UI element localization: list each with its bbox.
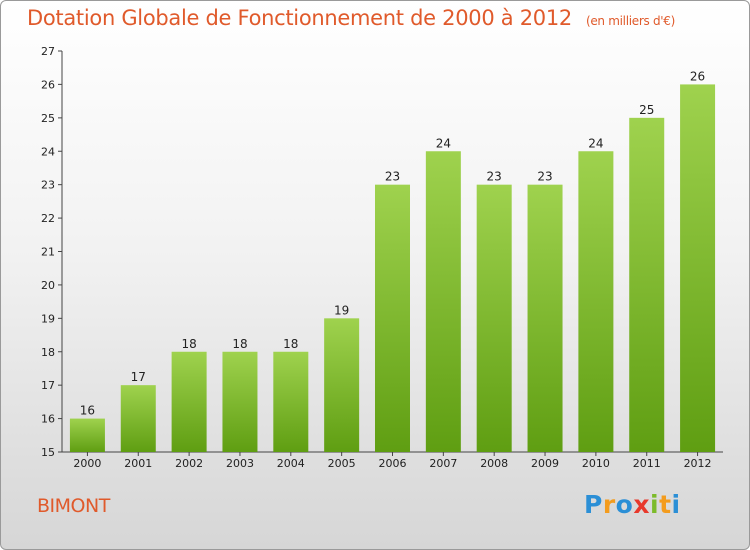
y-tick-label: 21 [41, 246, 55, 259]
bar [69, 418, 105, 452]
y-tick-label: 15 [41, 446, 55, 459]
bar [375, 184, 410, 452]
y-tick-label: 18 [41, 346, 55, 359]
y-tick-label: 27 [41, 45, 55, 58]
bar [120, 385, 156, 452]
bar-value-label: 25 [639, 103, 654, 117]
bar [425, 151, 461, 452]
x-tick-label: 2003 [226, 457, 254, 470]
bar [273, 351, 309, 452]
bar-value-label: 18 [181, 337, 196, 351]
bar [171, 351, 207, 452]
bar-value-label: 23 [487, 170, 502, 184]
y-tick-label: 26 [41, 78, 55, 91]
x-tick-label: 2001 [124, 457, 152, 470]
chart-subtitle: (en milliers d'€) [585, 14, 675, 28]
bar-value-label: 24 [436, 136, 451, 150]
x-tick-label: 2012 [684, 457, 712, 470]
bar [629, 117, 665, 452]
bar-value-label: 24 [588, 136, 603, 150]
y-tick-label: 16 [41, 413, 55, 426]
y-tick-label: 19 [41, 312, 55, 325]
logo-letter: o [615, 490, 634, 519]
logo-letter: x [633, 490, 650, 519]
x-tick-label: 2005 [328, 457, 356, 470]
bars: 16 17 18 18 18 19 23 24 23 23 24 25 26 [69, 69, 716, 453]
bar [578, 151, 614, 452]
bar-value-label: 18 [283, 337, 298, 351]
y-tick-label: 20 [41, 279, 55, 292]
chart-title: Dotation Globale de Fonctionnement de 20… [27, 6, 675, 30]
bar [680, 84, 716, 453]
y-tick-label: 22 [41, 212, 55, 225]
bar [222, 351, 258, 452]
x-tick-label: 2010 [582, 457, 610, 470]
bar-value-label: 23 [385, 170, 400, 184]
x-tick-label: 2007 [429, 457, 457, 470]
y-tick-label: 24 [41, 145, 55, 158]
logo-letter: r [602, 490, 616, 519]
x-tick-label: 2008 [480, 457, 508, 470]
x-tick-label: 2009 [531, 457, 559, 470]
commune-name: BIMONT [37, 495, 110, 517]
proxiti-logo[interactable]: Proxiti [584, 490, 681, 519]
bar [476, 184, 512, 452]
chart-title-text: Dotation Globale de Fonctionnement de 20… [27, 6, 572, 30]
logo-letter: i [650, 490, 660, 519]
bar-value-label: 26 [690, 69, 705, 83]
x-tick-label: 2004 [277, 457, 305, 470]
y-tick-label: 25 [41, 112, 55, 125]
x-tick-label: 2002 [175, 457, 203, 470]
x-tick-label: 2006 [379, 457, 407, 470]
logo-letter: P [584, 490, 603, 519]
x-tick-label: 2011 [633, 457, 661, 470]
bar [324, 318, 360, 452]
logo-letter: i [671, 490, 681, 519]
logo-letter: t [659, 490, 672, 519]
bar [527, 184, 563, 452]
axes: 15 16 17 18 19 20 21 22 23 24 25 26 27 2000 2001 2002 20… [41, 45, 723, 470]
bar-value-label: 19 [334, 303, 349, 317]
x-tick-label: 2000 [73, 457, 101, 470]
bar-value-label: 18 [232, 337, 247, 351]
bar-value-label: 23 [537, 170, 552, 184]
y-tick-label: 23 [41, 179, 55, 192]
bar-value-label: 17 [131, 370, 146, 384]
y-tick-label: 17 [41, 379, 55, 392]
bar-value-label: 16 [80, 404, 95, 418]
